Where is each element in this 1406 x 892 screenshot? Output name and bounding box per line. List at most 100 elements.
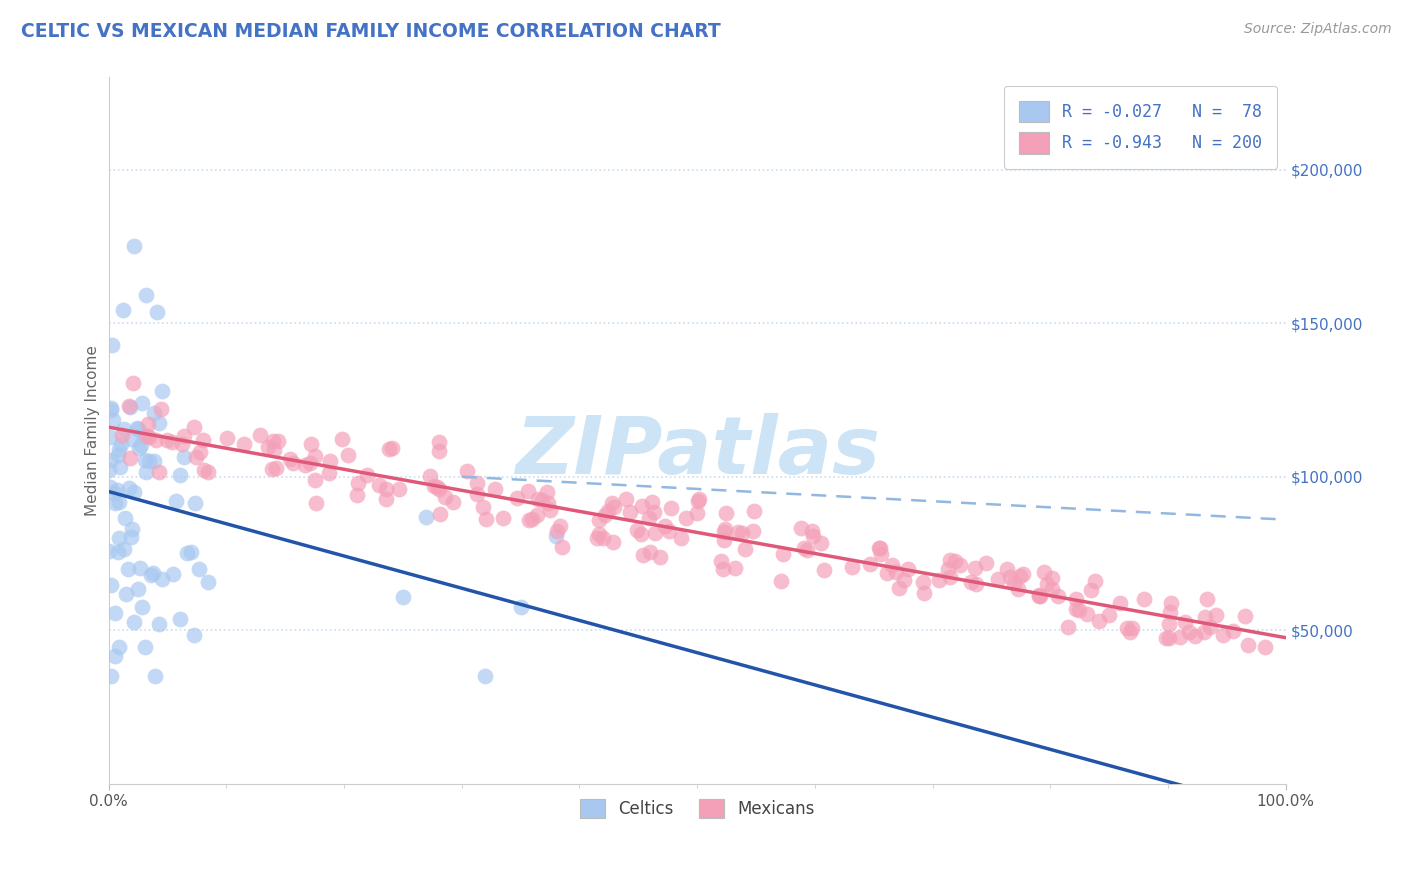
Point (1195, 591, 1218, 606)
Point (727, 525, 749, 540)
Point (1254, 640, 1277, 655)
Point (1160, 596, 1182, 610)
Point (516, 484, 538, 499)
Point (939, 552, 962, 566)
Point (100, 337, 122, 351)
Point (422, 479, 444, 493)
Point (188, 561, 211, 575)
Point (1222, 624, 1244, 638)
Point (1032, 565, 1054, 579)
Point (264, 461, 287, 475)
Point (638, 545, 661, 559)
Point (644, 526, 666, 541)
Point (176, 546, 198, 560)
Point (184, 495, 207, 509)
Point (711, 561, 734, 575)
Point (675, 510, 697, 524)
Point (180, 545, 202, 559)
Point (378, 442, 401, 457)
Point (1000, 570, 1022, 584)
Point (131, 438, 153, 452)
Point (1154, 631, 1177, 645)
Point (118, 401, 141, 415)
Point (544, 529, 567, 543)
Point (114, 511, 136, 525)
Point (100, 401, 122, 415)
Point (1133, 591, 1156, 606)
Point (121, 523, 143, 537)
Point (104, 496, 127, 510)
Point (1008, 569, 1031, 583)
Point (1119, 625, 1142, 640)
Point (1080, 583, 1102, 598)
Point (145, 433, 167, 447)
Point (162, 567, 184, 582)
Point (278, 451, 301, 466)
Point (868, 541, 890, 556)
Point (724, 561, 747, 575)
Point (484, 483, 506, 497)
Text: CELTIC VS MEXICAN MEDIAN FAMILY INCOME CORRELATION CHART: CELTIC VS MEXICAN MEDIAN FAMILY INCOME C… (21, 22, 721, 41)
Point (471, 500, 494, 515)
Point (897, 562, 920, 576)
Point (936, 562, 959, 576)
Point (659, 501, 682, 516)
Point (118, 451, 141, 466)
Point (150, 572, 173, 586)
Point (526, 492, 548, 507)
Point (474, 669, 496, 683)
Point (103, 486, 125, 500)
Point (429, 507, 451, 521)
Point (193, 462, 215, 476)
Point (120, 530, 142, 544)
Point (118, 481, 141, 495)
Legend: Celtics, Mexicans: Celtics, Mexicans (574, 792, 821, 825)
Point (769, 574, 792, 589)
Point (427, 444, 450, 458)
Point (135, 466, 157, 480)
Point (143, 406, 166, 420)
Point (465, 486, 488, 500)
Point (1040, 582, 1063, 597)
Point (588, 526, 610, 541)
Point (232, 437, 254, 451)
Point (1199, 620, 1222, 634)
Point (1067, 603, 1090, 617)
Point (426, 480, 449, 494)
Point (491, 510, 513, 524)
Point (810, 536, 832, 550)
Point (1036, 577, 1059, 591)
Point (197, 574, 219, 589)
Point (987, 572, 1010, 586)
Point (1056, 620, 1078, 634)
Point (710, 553, 733, 567)
Point (1157, 616, 1180, 631)
Point (129, 561, 152, 575)
Point (631, 499, 654, 513)
Point (995, 561, 1018, 575)
Point (128, 441, 150, 455)
Point (790, 521, 813, 535)
Point (943, 554, 966, 568)
Point (505, 491, 527, 506)
Point (1088, 614, 1111, 628)
Point (1084, 574, 1107, 588)
Point (122, 615, 145, 630)
Point (169, 468, 191, 483)
Point (267, 434, 290, 449)
Point (114, 587, 136, 601)
Point (638, 511, 661, 525)
Point (631, 548, 654, 562)
Point (1028, 588, 1050, 602)
Point (117, 400, 139, 414)
Point (965, 561, 987, 575)
Point (1064, 592, 1087, 607)
Point (367, 478, 389, 492)
Point (614, 491, 637, 506)
Point (150, 384, 173, 399)
Point (669, 531, 692, 545)
Point (97, 463, 120, 477)
Point (173, 450, 195, 464)
Point (100, 453, 122, 467)
Point (1007, 582, 1029, 596)
